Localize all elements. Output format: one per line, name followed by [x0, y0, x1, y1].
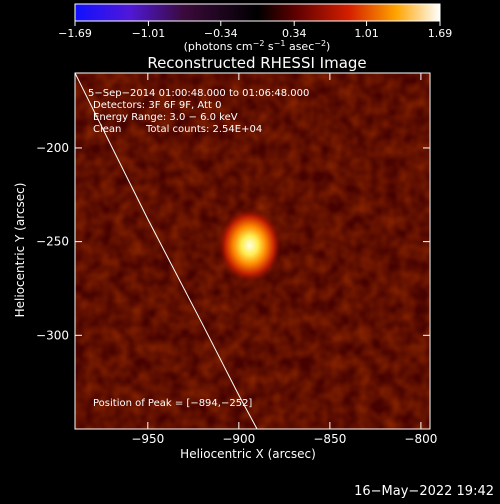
annotation-peak-position: Position of Peak = [−894,−252]	[93, 398, 252, 409]
solar-limb	[75, 73, 258, 429]
annotation-total-counts: Total counts: 2.54E+04	[145, 124, 262, 135]
colorbar-tick-label: 0.34	[282, 27, 307, 40]
colorbar-tick-label: −1.01	[132, 27, 166, 40]
y-tick-label: −250	[36, 235, 69, 249]
y-axis-label: Heliocentric Y (arcsec)	[13, 183, 27, 318]
x-tick-label: −950	[131, 432, 164, 446]
colorbar-tick-label: 1.01	[354, 27, 379, 40]
annotation-algorithm: Clean	[93, 124, 121, 135]
flare-source	[217, 207, 283, 284]
y-tick-label: −300	[36, 328, 69, 342]
plot-frame	[74, 72, 431, 430]
colorbar	[74, 3, 441, 22]
colorbar-tick-label: −0.34	[204, 27, 238, 40]
annotation-time-range: 5−Sep−2014 01:00:48.000 to 01:06:48.000	[88, 88, 309, 99]
colorbar-ticks: −1.69 −1.01 −0.34 0.34 1.01 1.69	[58, 21, 452, 40]
axis-ticks: −950 −900 −850 −800 −200 −250 −300	[36, 73, 437, 446]
x-tick-label: −850	[313, 432, 346, 446]
colorbar-tick-label: −1.69	[58, 27, 92, 40]
y-tick-label: −200	[36, 141, 69, 155]
timestamp-footer: 16−May−2022 19:42	[354, 484, 494, 499]
annotation-energy-range: Energy Range: 3.0 − 6.0 keV	[93, 112, 238, 123]
x-axis-label: Heliocentric X (arcsec)	[180, 447, 316, 461]
chart-title: Reconstructed RHESSI Image	[147, 54, 366, 72]
x-tick-label: −800	[404, 432, 437, 446]
colorbar-unit-label: (photons cm−2 s−1 asec−2)	[184, 39, 331, 53]
colorbar-tick-label: 1.69	[428, 27, 453, 40]
annotation-detectors: Detectors: 3F 6F 9F, Att 0	[93, 100, 221, 111]
x-tick-label: −900	[222, 432, 255, 446]
